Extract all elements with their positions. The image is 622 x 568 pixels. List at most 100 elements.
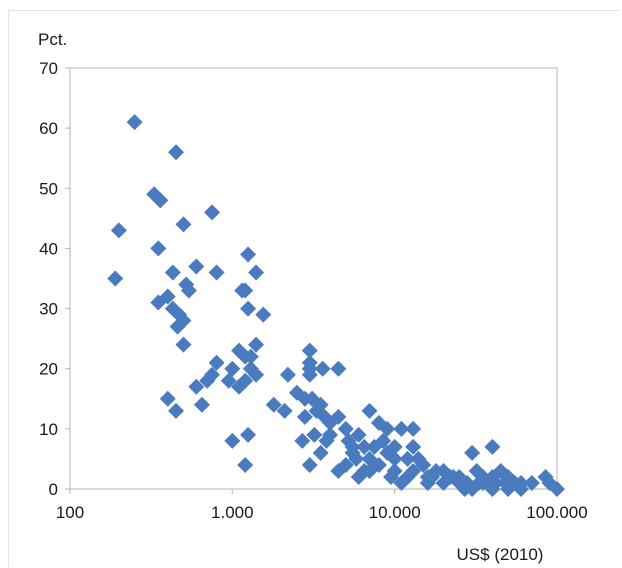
data-point: [393, 474, 410, 491]
data-point: [337, 420, 354, 437]
plot-area: [69, 67, 558, 490]
data-point: [356, 438, 373, 455]
data-point: [199, 372, 216, 389]
data-points: [107, 114, 565, 497]
data-point: [500, 481, 517, 497]
data-point: [255, 306, 272, 323]
data-point: [248, 336, 265, 353]
data-point: [248, 264, 265, 281]
data-point: [150, 294, 167, 311]
data-point: [193, 396, 210, 413]
data-point: [220, 372, 237, 389]
data-point: [150, 240, 167, 257]
data-point: [512, 481, 529, 497]
y-tick-label: 60: [39, 119, 58, 138]
data-point: [159, 390, 176, 407]
data-point: [306, 426, 323, 443]
data-point: [330, 408, 347, 425]
data-point: [204, 204, 221, 221]
data-point: [168, 402, 185, 419]
data-point: [445, 468, 462, 485]
data-point: [393, 420, 410, 437]
data-point: [188, 378, 205, 395]
data-point: [126, 114, 143, 131]
y-tick-label: 30: [39, 300, 58, 319]
y-tick-label: 0: [49, 480, 58, 499]
x-tick-label: 100.000: [526, 503, 587, 522]
data-point: [484, 438, 501, 455]
y-axis-label: Pct.: [38, 30, 67, 49]
y-axis-ticks: 0 10 20 30 40 50 60 70: [39, 59, 70, 499]
data-point: [386, 438, 403, 455]
data-point: [301, 456, 318, 473]
data-point: [361, 402, 378, 419]
data-point: [180, 282, 197, 299]
data-point: [175, 216, 192, 233]
data-point: [168, 144, 185, 161]
data-point: [169, 318, 186, 335]
data-point: [188, 258, 205, 275]
data-point: [237, 372, 254, 389]
data-point: [240, 300, 257, 317]
data-point: [470, 474, 487, 491]
data-point: [350, 426, 367, 443]
x-tick-label: 1.000: [211, 503, 254, 522]
x-axis-ticks: 100 1.000 10.000 100.000: [56, 489, 588, 522]
data-point: [279, 366, 296, 383]
data-point: [314, 360, 331, 377]
data-point: [107, 270, 124, 287]
data-point: [296, 408, 313, 425]
data-point: [248, 366, 265, 383]
x-axis-label: US$ (2010): [457, 545, 544, 564]
data-point: [405, 420, 422, 437]
x-tick-label: 100: [56, 503, 84, 522]
data-point: [337, 456, 354, 473]
data-point: [152, 192, 169, 209]
data-point: [312, 444, 329, 461]
y-tick-label: 10: [39, 420, 58, 439]
data-point: [405, 462, 422, 479]
data-point: [399, 450, 416, 467]
data-point: [464, 444, 481, 461]
data-point: [242, 348, 259, 365]
data-point: [301, 342, 318, 359]
data-point: [240, 426, 257, 443]
data-point: [383, 468, 400, 485]
y-tick-label: 70: [39, 59, 58, 78]
data-point: [208, 264, 225, 281]
data-point: [265, 396, 282, 413]
data-point: [350, 468, 367, 485]
data-point: [344, 438, 361, 455]
data-point: [237, 456, 254, 473]
data-point: [348, 450, 365, 467]
data-point: [415, 456, 432, 473]
y-tick-label: 20: [39, 360, 58, 379]
y-tick-label: 50: [39, 179, 58, 198]
data-point: [240, 246, 257, 263]
data-point: [424, 468, 441, 485]
data-point: [301, 366, 318, 383]
data-point: [276, 402, 293, 419]
data-point: [405, 438, 422, 455]
x-tick-label: 10.000: [369, 503, 421, 522]
chart-frame: [8, 10, 619, 567]
data-point: [164, 264, 181, 281]
data-point: [224, 360, 241, 377]
data-point: [375, 432, 392, 449]
data-point: [487, 474, 504, 491]
data-point: [237, 282, 254, 299]
data-point: [456, 481, 473, 497]
data-point: [523, 474, 540, 491]
data-point: [224, 432, 241, 449]
data-point: [208, 354, 225, 371]
data-point: [379, 420, 396, 437]
data-point: [294, 432, 311, 449]
data-point: [549, 481, 565, 497]
data-point: [110, 222, 127, 239]
data-point: [175, 336, 192, 353]
data-point: [361, 450, 378, 467]
data-point: [386, 450, 403, 467]
y-tick-label: 40: [39, 239, 58, 258]
data-point: [361, 462, 378, 479]
